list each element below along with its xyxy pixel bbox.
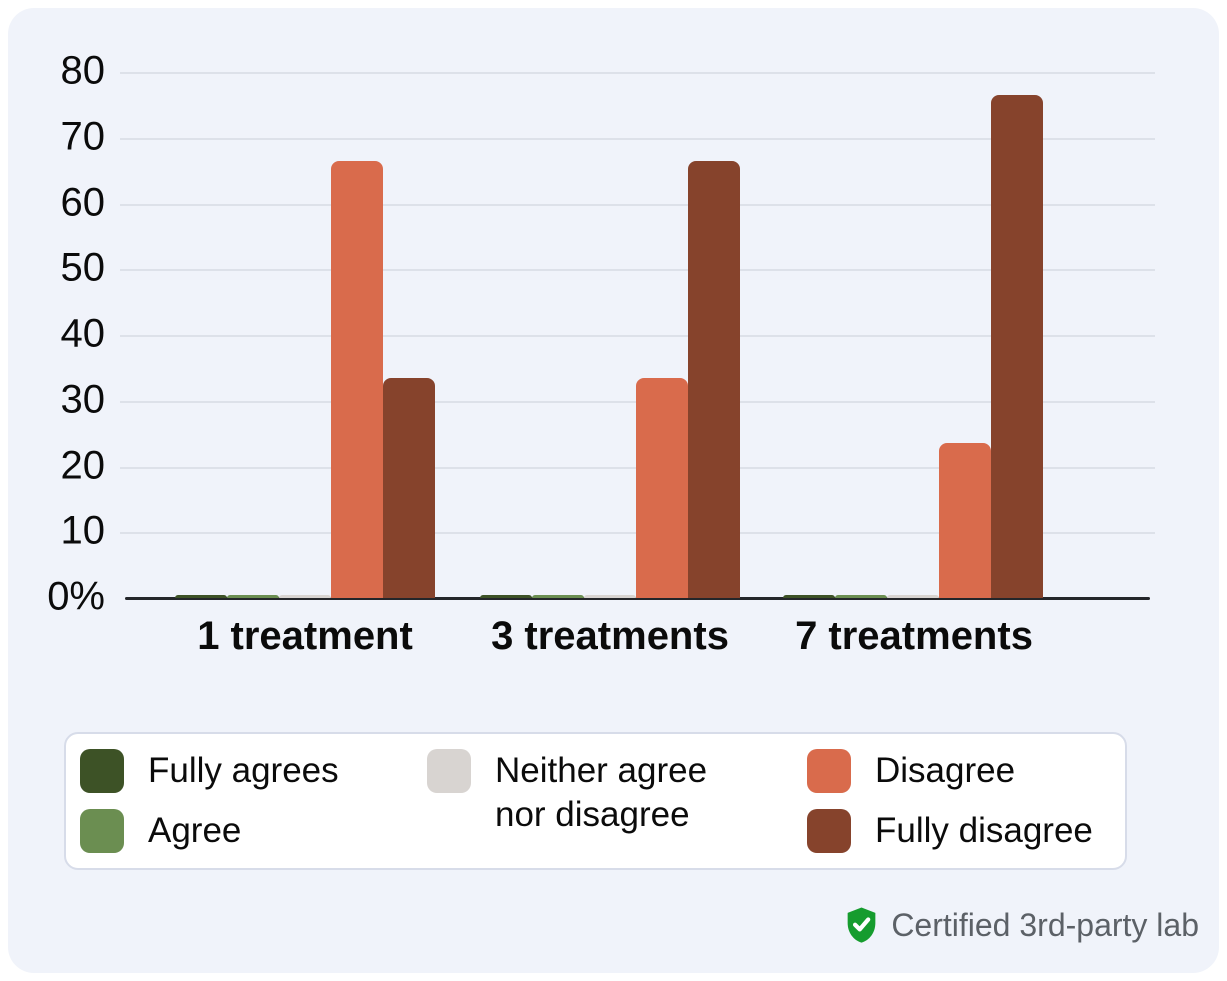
legend-item-label: Fully disagree xyxy=(875,811,1093,850)
legend-item: Fully agrees xyxy=(80,749,427,793)
certified-badge: Certified 3rd-party lab xyxy=(844,906,1199,944)
legend-swatch-disagree xyxy=(807,749,851,793)
bar-fully-agrees xyxy=(783,595,835,598)
y-tick-label: 10 xyxy=(60,508,106,553)
legend-swatch-agree xyxy=(80,809,124,853)
shield-check-icon xyxy=(844,906,879,944)
chart-card: 0% 10 20 30 40 50 60 70 80 1 treatment 3 treatment… xyxy=(8,8,1219,973)
legend-item-label: Disagree xyxy=(875,751,1016,790)
legend-item-label: Neither agree nor disagree xyxy=(495,751,708,834)
y-tick-label: 40 xyxy=(60,311,106,356)
gridline-70 xyxy=(120,137,1155,140)
check-mark xyxy=(853,917,871,932)
bar-agree xyxy=(835,595,887,598)
gridline-60 xyxy=(120,203,1155,206)
legend-column: Neither agree nor disagree xyxy=(427,749,807,853)
bar-group-2 xyxy=(480,8,740,598)
x-axis-line xyxy=(125,597,1150,600)
legend-column: Fully agrees Agree xyxy=(80,749,427,853)
x-axis-label: 1 treatment xyxy=(197,614,413,658)
bar-neither-agree-nor-disagree xyxy=(887,595,939,598)
bar-disagree xyxy=(331,161,383,598)
bar-fully-agrees xyxy=(480,595,532,598)
legend-item: Neither agree nor disagree xyxy=(427,749,807,837)
legend-item: Disagree xyxy=(807,749,1093,793)
bar-agree xyxy=(227,595,279,598)
legend-swatch-fully-disagree xyxy=(807,809,851,853)
legend-item-label: Fully agrees xyxy=(148,751,339,790)
x-axis-label: 7 treatments xyxy=(795,614,1033,658)
y-tick-label: 20 xyxy=(60,443,106,488)
y-tick-label: 70 xyxy=(60,114,106,159)
gridline-80 xyxy=(120,72,1155,74)
bar-disagree xyxy=(636,378,688,598)
legend-swatch-neither-agree-nor-disagree xyxy=(427,749,471,793)
x-axis-label: 3 treatments xyxy=(491,614,729,658)
bar-fully-disagree xyxy=(688,161,740,598)
legend-item-label: Agree xyxy=(148,811,242,850)
certified-label: Certified 3rd-party lab xyxy=(891,906,1199,943)
bar-fully-agrees xyxy=(175,595,227,598)
bar-group-1 xyxy=(175,8,435,598)
bar-neither-agree-nor-disagree xyxy=(279,595,331,598)
legend-item: Fully disagree xyxy=(807,809,1093,853)
y-tick-label: 60 xyxy=(60,180,106,225)
y-tick-label: 80 xyxy=(60,48,106,93)
bar-group-3 xyxy=(783,8,1043,598)
legend-column: Disagree Fully disagree xyxy=(807,749,1093,853)
bar-agree xyxy=(532,595,584,598)
bar-disagree xyxy=(939,443,991,598)
y-tick-label: 50 xyxy=(60,245,106,290)
gridline-40 xyxy=(120,335,1155,337)
y-tick-label: 30 xyxy=(60,377,106,422)
bar-neither-agree-nor-disagree xyxy=(584,595,636,598)
bar-fully-disagree xyxy=(383,378,435,598)
bar-chart-plot: 0% 10 20 30 40 50 60 70 80 1 treatment 3 treatment… xyxy=(8,8,1219,973)
legend-swatch-fully-agrees xyxy=(80,749,124,793)
chart-legend: Fully agrees Agree Neither agree nor disag… xyxy=(64,732,1127,870)
y-tick-label: 0% xyxy=(47,574,105,619)
gridline-50 xyxy=(120,269,1155,272)
bar-fully-disagree xyxy=(991,95,1043,598)
legend-item: Agree xyxy=(80,809,427,853)
